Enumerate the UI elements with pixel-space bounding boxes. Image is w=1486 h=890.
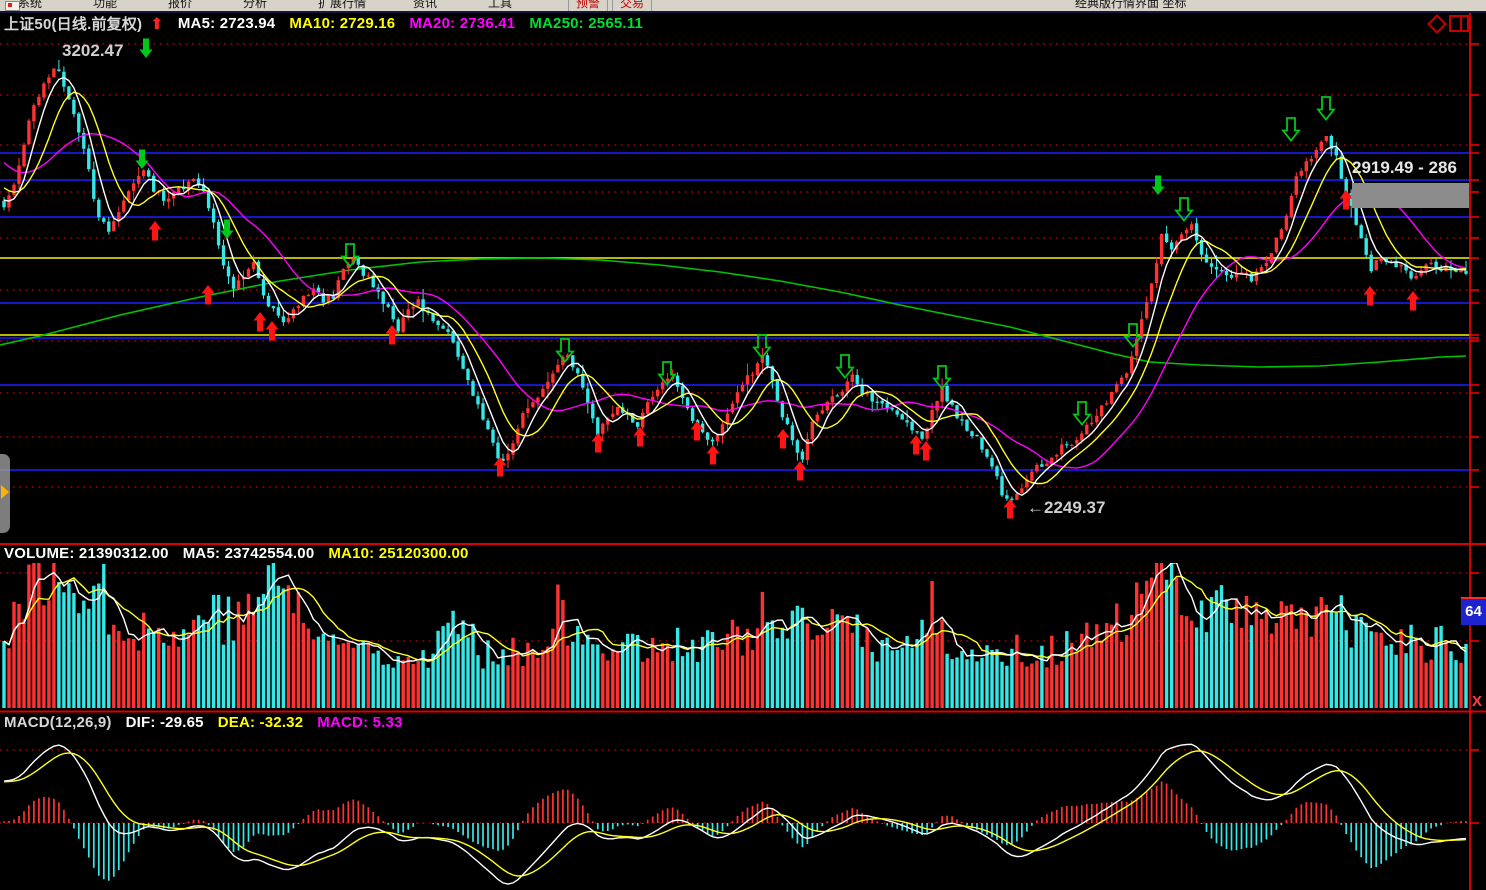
ma250-readout: MA250: 2565.11 xyxy=(529,15,644,32)
macd-pane-header: MACD(12,26,9) DIF: -29.65 DEA: -32.32 MA… xyxy=(4,714,417,731)
volume-ma5-readout: MA5: 23742554.00 xyxy=(182,545,315,562)
ma10-readout: MA10: 2729.16 xyxy=(289,15,396,32)
menu-bar: 系统 功能 报价 分析 扩展行情 资讯 工具 预警 交易 经典版行情界面 坐标 xyxy=(0,0,1486,13)
volume-ma10-readout: MA10: 25120300.00 xyxy=(328,545,469,562)
price-pane-header: 上证50(日线.前复权) ⬆ MA5: 2723.94 MA10: 2729.1… xyxy=(4,13,657,34)
scale-badge: 64 xyxy=(1461,597,1486,625)
sidebar-flyout-handle[interactable] xyxy=(0,454,10,533)
menu-item-quote[interactable]: 报价 xyxy=(168,0,193,10)
close-icon[interactable]: X xyxy=(1472,693,1483,710)
menu-item-tools[interactable]: 工具 xyxy=(488,0,513,10)
macd-readout: MACD: 5.33 xyxy=(317,714,403,731)
dea-readout: DEA: -32.32 xyxy=(217,714,304,731)
dif-readout: DIF: -29.65 xyxy=(125,714,204,731)
menu-item-func[interactable]: 功能 xyxy=(93,0,118,10)
app-icon[interactable] xyxy=(5,1,20,11)
menu-right-text: 经典版行情界面 坐标 xyxy=(1075,0,1187,10)
menu-item-extquote[interactable]: 扩展行情 xyxy=(318,0,367,10)
ma5-readout: MA5: 2723.94 xyxy=(177,15,276,32)
symbol-title: 上证50(日线.前复权) xyxy=(4,16,143,33)
volume-pane-header: VOLUME: 21390312.00 MA5: 23742554.00 MA1… xyxy=(4,545,483,562)
menu-item-trade[interactable]: 交易 xyxy=(612,0,653,11)
ma20-readout: MA20: 2736.41 xyxy=(409,15,516,32)
menu-item-system[interactable]: 系统 xyxy=(18,0,43,10)
volume-readout: VOLUME: 21390312.00 xyxy=(4,545,169,562)
split-window-icon[interactable] xyxy=(1449,15,1469,32)
menu-item-alert[interactable]: 预警 xyxy=(568,0,609,11)
trough-price-label: ←2249.37 xyxy=(1027,498,1106,517)
menu-item-news[interactable]: 资讯 xyxy=(413,0,438,10)
up-arrow-icon: ⬆ xyxy=(150,14,164,33)
peak-price-label: 3202.47 xyxy=(62,41,124,60)
gap-zone-bar xyxy=(1352,183,1469,208)
macd-name: MACD(12,26,9) xyxy=(4,714,112,731)
gap-range-label: 2919.49 - 286 xyxy=(1352,158,1457,177)
menu-item-analyze[interactable]: 分析 xyxy=(243,0,268,10)
expand-arrow-icon xyxy=(1,485,9,499)
